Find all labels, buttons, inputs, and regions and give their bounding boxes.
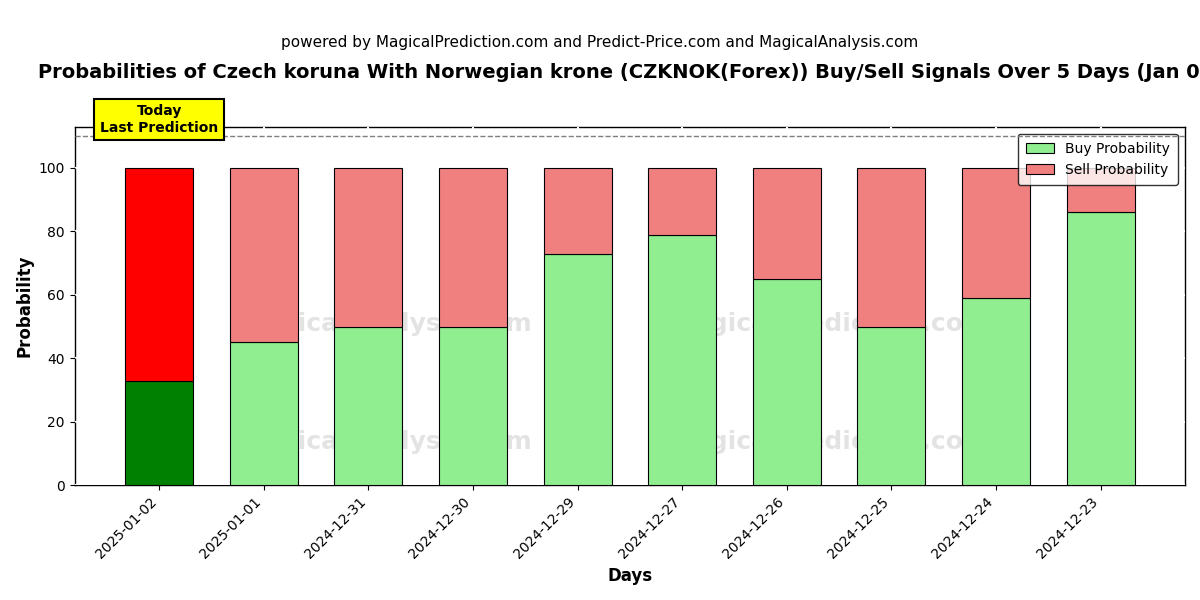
Bar xyxy=(544,254,612,485)
Bar xyxy=(439,168,506,326)
Title: Probabilities of Czech koruna With Norwegian krone (CZKNOK(Forex)) Buy/Sell Sign: Probabilities of Czech koruna With Norwe… xyxy=(38,63,1200,82)
Text: MagicalPrediction.com: MagicalPrediction.com xyxy=(670,312,990,336)
Text: Today
Last Prediction: Today Last Prediction xyxy=(100,104,218,134)
Bar xyxy=(962,168,1030,298)
X-axis label: Days: Days xyxy=(607,567,653,585)
Bar xyxy=(1067,212,1134,485)
Bar xyxy=(335,326,402,485)
Legend: Buy Probability, Sell Probability: Buy Probability, Sell Probability xyxy=(1018,134,1178,185)
Text: MagicalAnalysis.com: MagicalAnalysis.com xyxy=(239,312,533,336)
Bar xyxy=(857,326,925,485)
Text: MagicalPrediction.com: MagicalPrediction.com xyxy=(670,430,990,454)
Bar xyxy=(648,235,716,485)
Bar xyxy=(125,380,193,485)
Bar xyxy=(125,168,193,380)
Bar xyxy=(335,168,402,326)
Bar xyxy=(439,326,506,485)
Bar xyxy=(229,168,298,343)
Bar xyxy=(752,279,821,485)
Bar xyxy=(1067,168,1134,212)
Bar xyxy=(648,168,716,235)
Bar xyxy=(229,343,298,485)
Text: powered by MagicalPrediction.com and Predict-Price.com and MagicalAnalysis.com: powered by MagicalPrediction.com and Pre… xyxy=(281,34,919,49)
Bar xyxy=(752,168,821,279)
Text: MagicalAnalysis.com: MagicalAnalysis.com xyxy=(239,430,533,454)
Bar xyxy=(857,168,925,326)
Y-axis label: Probability: Probability xyxy=(16,254,34,357)
Bar xyxy=(544,168,612,254)
Bar xyxy=(962,298,1030,485)
